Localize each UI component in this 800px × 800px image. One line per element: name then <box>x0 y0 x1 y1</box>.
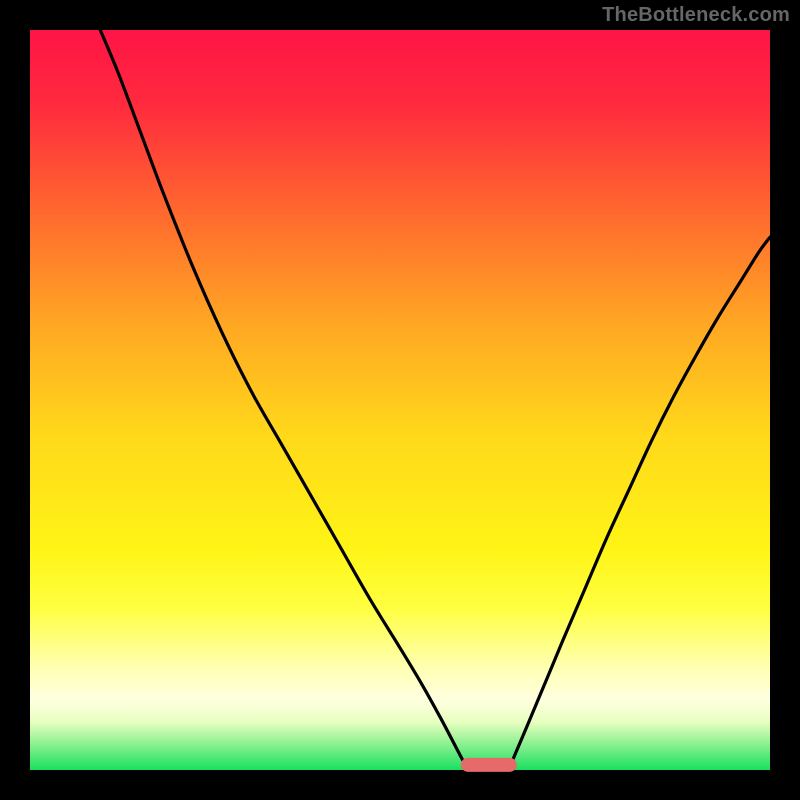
plot-area <box>30 30 770 770</box>
watermark-text: TheBottleneck.com <box>602 4 790 27</box>
chart-container: TheBottleneck.com <box>0 0 800 800</box>
bottleneck-chart <box>0 0 800 800</box>
bottleneck-marker <box>461 758 517 772</box>
